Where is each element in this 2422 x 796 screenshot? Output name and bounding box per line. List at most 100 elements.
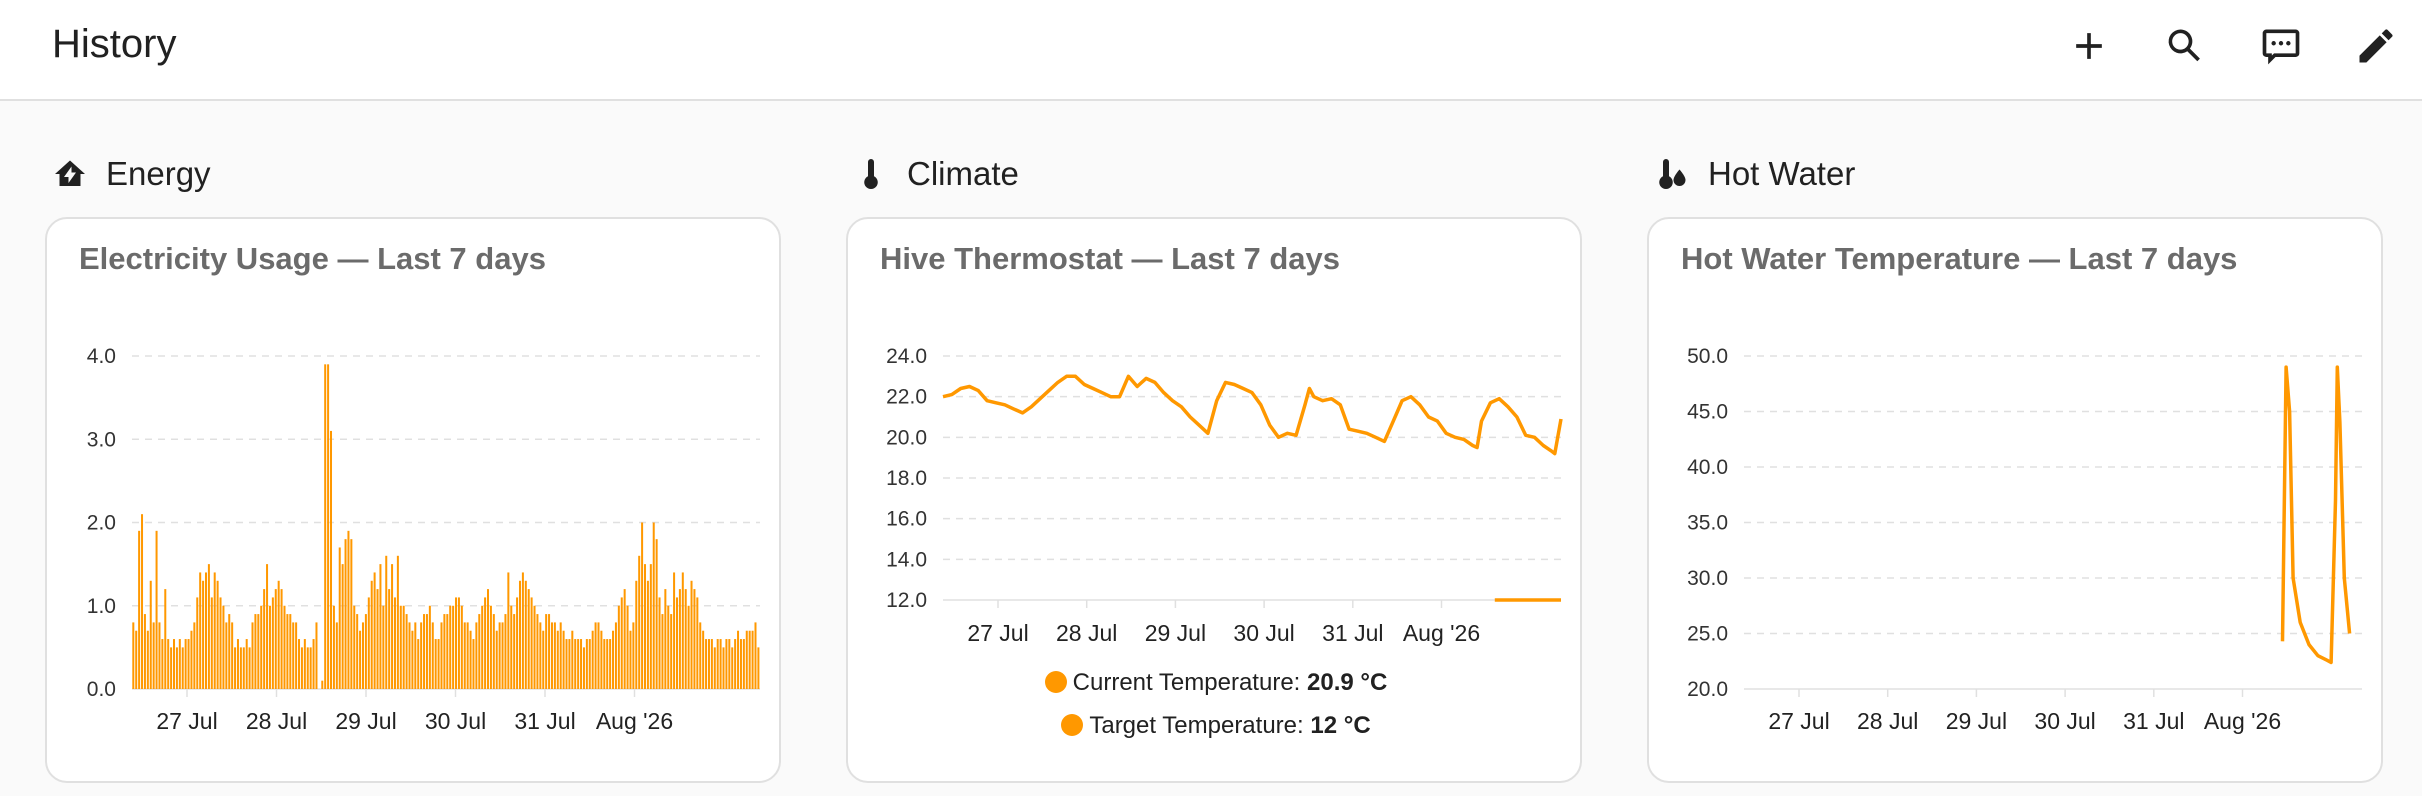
bar[interactable] — [399, 605, 402, 689]
bar[interactable] — [405, 614, 408, 689]
bar[interactable] — [539, 622, 542, 689]
bar[interactable] — [228, 614, 231, 689]
bar[interactable] — [446, 614, 449, 689]
bar[interactable] — [734, 639, 737, 689]
bar[interactable] — [745, 630, 748, 689]
thermostat-line-chart[interactable]: 12.0 14.0 16.0 18.0 20.0 22.0 24.0 27 Jul 28 Jul… — [848, 219, 1584, 785]
bar[interactable] — [731, 647, 734, 689]
bar[interactable] — [542, 630, 545, 689]
bar[interactable] — [667, 605, 670, 689]
bar[interactable] — [428, 605, 431, 689]
bar[interactable] — [393, 597, 396, 689]
bar[interactable] — [612, 630, 615, 689]
bar[interactable] — [175, 647, 178, 689]
bar[interactable] — [603, 639, 606, 689]
bar[interactable] — [713, 647, 716, 689]
bar[interactable] — [580, 639, 583, 689]
bar[interactable] — [641, 522, 644, 690]
bar[interactable] — [379, 564, 382, 689]
bar[interactable] — [170, 647, 173, 689]
bar[interactable] — [597, 622, 600, 689]
bar[interactable] — [460, 605, 463, 689]
bar[interactable] — [626, 605, 629, 689]
bar[interactable] — [190, 630, 193, 689]
bar[interactable] — [757, 647, 760, 689]
bar[interactable] — [620, 597, 623, 689]
bar[interactable] — [609, 639, 612, 689]
bar[interactable] — [673, 572, 676, 689]
bar[interactable] — [440, 622, 443, 689]
bar[interactable] — [225, 622, 228, 689]
bar[interactable] — [353, 605, 356, 689]
bar[interactable] — [236, 639, 239, 689]
edit-button[interactable] — [2350, 20, 2402, 72]
bar[interactable] — [417, 639, 420, 689]
bar[interactable] — [437, 639, 440, 689]
bar[interactable] — [737, 630, 740, 689]
bar[interactable] — [388, 589, 391, 689]
bar[interactable] — [202, 580, 205, 689]
hot-water-line-chart[interactable]: 20.0 25.0 30.0 35.0 40.0 45.0 50.0 27 Jul 28 Jul… — [1649, 219, 2385, 785]
add-button[interactable] — [2063, 20, 2115, 72]
bar[interactable] — [425, 614, 428, 689]
bar[interactable] — [510, 605, 513, 689]
bar[interactable] — [263, 589, 266, 689]
bar[interactable] — [553, 622, 556, 689]
bar[interactable] — [670, 614, 673, 689]
bar[interactable] — [495, 630, 498, 689]
bar[interactable] — [234, 647, 237, 689]
bar[interactable] — [245, 639, 248, 689]
bar[interactable] — [646, 580, 649, 689]
bar[interactable] — [536, 614, 539, 689]
bar[interactable] — [623, 589, 626, 689]
bar[interactable] — [722, 647, 725, 689]
electricity-bar-chart[interactable]: 0.0 1.0 2.0 3.0 4.0 27 Jul 28 Jul 29 Jul 30 Jul 3… — [47, 219, 783, 785]
bar[interactable] — [274, 589, 277, 689]
bar[interactable] — [594, 622, 597, 689]
bar[interactable] — [565, 639, 568, 689]
bar[interactable] — [239, 647, 242, 689]
bar[interactable] — [158, 622, 161, 689]
bar[interactable] — [277, 580, 280, 689]
bar[interactable] — [472, 639, 475, 689]
bar[interactable] — [411, 630, 414, 689]
bar[interactable] — [635, 580, 638, 689]
bar[interactable] — [548, 614, 551, 689]
bar[interactable] — [292, 622, 295, 689]
bar[interactable] — [649, 564, 652, 689]
bar[interactable] — [376, 589, 379, 689]
bar[interactable] — [559, 622, 562, 689]
bar[interactable] — [300, 647, 303, 689]
bar[interactable] — [373, 572, 376, 689]
bar[interactable] — [385, 555, 388, 689]
bar[interactable] — [489, 605, 492, 689]
bar[interactable] — [359, 630, 362, 689]
bar[interactable] — [556, 630, 559, 689]
bar[interactable] — [196, 597, 199, 689]
bar[interactable] — [193, 622, 196, 689]
bar[interactable] — [452, 605, 455, 689]
bar[interactable] — [321, 680, 324, 689]
bar[interactable] — [149, 580, 152, 689]
bar[interactable] — [655, 539, 658, 689]
bar[interactable] — [658, 597, 661, 689]
bar[interactable] — [527, 589, 530, 689]
bar[interactable] — [707, 639, 710, 689]
bar[interactable] — [600, 630, 603, 689]
bar[interactable] — [455, 597, 458, 689]
bar[interactable] — [681, 572, 684, 689]
bar[interactable] — [344, 539, 347, 689]
bar[interactable] — [664, 589, 667, 689]
bar[interactable] — [402, 605, 405, 689]
bar[interactable] — [710, 639, 713, 689]
bar[interactable] — [614, 622, 617, 689]
bar[interactable] — [312, 639, 315, 689]
bar[interactable] — [341, 564, 344, 689]
bar[interactable] — [327, 364, 330, 689]
bar[interactable] — [716, 639, 719, 689]
bar[interactable] — [702, 630, 705, 689]
bar[interactable] — [463, 622, 466, 689]
bar[interactable] — [652, 522, 655, 690]
legend-current-temperature[interactable]: Current Temperature: 20.9 °C — [848, 669, 1584, 697]
bar[interactable] — [638, 555, 641, 689]
